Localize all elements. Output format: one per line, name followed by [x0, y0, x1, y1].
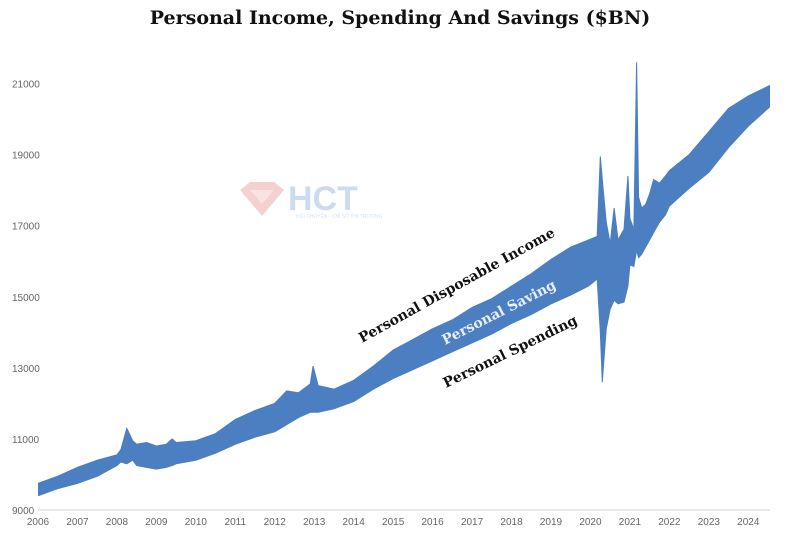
x-tick-label: 2014: [343, 517, 366, 528]
y-tick-label: 9000: [12, 506, 35, 517]
x-tick-label: 2006: [27, 517, 50, 528]
x-tick-label: 2016: [421, 517, 444, 528]
watermark-logo: HCT HỘI CHUYÊN - CHỈ SỐ THỊ TRƯỜNG: [240, 180, 383, 220]
x-tick-label: 2011: [225, 517, 247, 528]
y-tick-label: 11000: [12, 435, 40, 446]
y-tick-label: 19000: [12, 151, 40, 162]
series-band-layer: [37, 62, 771, 497]
x-tick-label: 2024: [737, 517, 760, 528]
x-tick-label: 2015: [382, 517, 405, 528]
x-tick-label: 2018: [500, 517, 523, 528]
x-tick-label: 2017: [461, 517, 484, 528]
x-tick-label: 2010: [185, 517, 208, 528]
x-tick-label: 2008: [106, 517, 129, 528]
x-tick-label: 2012: [264, 517, 287, 528]
y-tick-label: 13000: [12, 364, 40, 375]
axes: 2006 2007 2008 2009 2010 2011 2012 2013 2014 2015…: [12, 80, 770, 528]
x-tick-label: 2022: [658, 517, 681, 528]
y-tick-label: 17000: [12, 222, 40, 233]
x-tick-label: 2021: [619, 517, 642, 528]
x-tick-label: 2023: [698, 517, 721, 528]
x-tick-label: 2013: [303, 517, 326, 528]
watermark-text: HCT: [288, 180, 358, 218]
x-tick-label: 2020: [579, 517, 602, 528]
series-line-income: [37, 62, 771, 484]
chart-title: Personal Income, Spending And Savings ($…: [150, 7, 650, 29]
x-tick-label: 2019: [540, 517, 563, 528]
saving-band-area: [38, 62, 770, 496]
y-tick-label: 21000: [12, 80, 40, 91]
x-tick-label: 2007: [66, 517, 89, 528]
y-tick-label: 15000: [12, 293, 40, 304]
x-tick-label: 2009: [145, 517, 168, 528]
watermark-subtext: HỘI CHUYÊN - CHỈ SỐ THỊ TRƯỜNG: [296, 212, 383, 220]
series-line-spending: [37, 106, 771, 497]
